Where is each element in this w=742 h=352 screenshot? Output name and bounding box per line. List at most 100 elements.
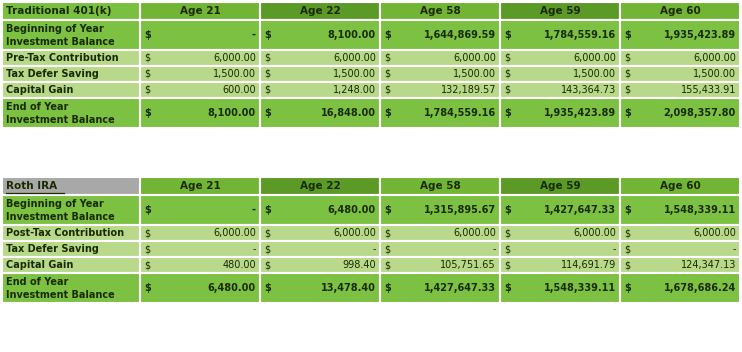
Text: -: - [612, 244, 616, 254]
Bar [620, 98, 740, 128]
Text: $: $ [504, 108, 510, 118]
Bar [2, 98, 140, 128]
Text: $: $ [144, 53, 150, 63]
Bar [140, 98, 260, 128]
Text: $: $ [384, 205, 391, 215]
Text: $: $ [144, 283, 151, 293]
Text: $: $ [144, 228, 150, 238]
Bar [500, 257, 620, 273]
Bar [380, 273, 500, 303]
Bar [500, 98, 620, 128]
Text: 1,644,869.59: 1,644,869.59 [424, 30, 496, 40]
Text: $: $ [624, 205, 631, 215]
Text: Age 59: Age 59 [539, 181, 580, 191]
Text: 132,189.57: 132,189.57 [441, 85, 496, 95]
Text: $: $ [144, 205, 151, 215]
Bar [260, 20, 380, 50]
Text: 6,000.00: 6,000.00 [333, 53, 376, 63]
Text: Age 21: Age 21 [180, 181, 220, 191]
Bar [140, 2, 260, 20]
Text: $: $ [504, 283, 510, 293]
Text: 1,678,686.24: 1,678,686.24 [664, 283, 736, 293]
Text: $: $ [264, 283, 271, 293]
Text: 1,784,559.16: 1,784,559.16 [544, 30, 616, 40]
Bar [500, 82, 620, 98]
Bar [380, 195, 500, 225]
Bar [260, 257, 380, 273]
Bar [140, 177, 260, 195]
Text: $: $ [384, 30, 391, 40]
Text: 114,691.79: 114,691.79 [561, 260, 616, 270]
Text: 6,000.00: 6,000.00 [693, 53, 736, 63]
Text: 1,548,339.11: 1,548,339.11 [664, 205, 736, 215]
Bar [140, 225, 260, 241]
Text: Age 58: Age 58 [420, 6, 460, 16]
Text: $: $ [384, 108, 391, 118]
Text: $: $ [264, 85, 270, 95]
Text: End of Year: End of Year [6, 277, 68, 287]
Text: Beginning of Year: Beginning of Year [6, 199, 104, 209]
Text: Traditional 401(k): Traditional 401(k) [6, 6, 111, 16]
Bar [260, 225, 380, 241]
Text: $: $ [384, 260, 390, 270]
Text: $: $ [384, 228, 390, 238]
Text: $: $ [144, 69, 150, 79]
Bar [260, 50, 380, 66]
Text: Age 21: Age 21 [180, 6, 220, 16]
Bar [620, 195, 740, 225]
Text: Post-Tax Contribution: Post-Tax Contribution [6, 228, 124, 238]
Bar [380, 177, 500, 195]
Bar [2, 257, 140, 273]
Bar [2, 195, 140, 225]
Text: 2,098,357.80: 2,098,357.80 [664, 108, 736, 118]
Text: $: $ [624, 260, 630, 270]
Text: $: $ [624, 244, 630, 254]
Text: $: $ [504, 260, 510, 270]
Bar [380, 82, 500, 98]
Text: 16,848.00: 16,848.00 [321, 108, 376, 118]
Bar [620, 257, 740, 273]
Text: -: - [372, 244, 376, 254]
Text: Age 59: Age 59 [539, 6, 580, 16]
Text: 1,500.00: 1,500.00 [453, 69, 496, 79]
Text: -: - [252, 244, 256, 254]
Bar [140, 82, 260, 98]
Bar [140, 66, 260, 82]
Bar [2, 177, 140, 195]
Bar [500, 241, 620, 257]
Bar [380, 2, 500, 20]
Bar [2, 241, 140, 257]
Text: Capital Gain: Capital Gain [6, 85, 73, 95]
Text: Age 60: Age 60 [660, 6, 700, 16]
Bar [500, 66, 620, 82]
Text: $: $ [264, 53, 270, 63]
Text: $: $ [624, 85, 630, 95]
Text: 998.40: 998.40 [342, 260, 376, 270]
Text: 6,000.00: 6,000.00 [213, 228, 256, 238]
Text: Investment Balance: Investment Balance [6, 115, 115, 125]
Text: 6,000.00: 6,000.00 [453, 53, 496, 63]
Bar [500, 20, 620, 50]
Text: 143,364.73: 143,364.73 [561, 85, 616, 95]
Bar [140, 257, 260, 273]
Bar [140, 50, 260, 66]
Text: 1,500.00: 1,500.00 [573, 69, 616, 79]
Text: 1,427,647.33: 1,427,647.33 [544, 205, 616, 215]
Text: $: $ [624, 283, 631, 293]
Text: 1,315,895.67: 1,315,895.67 [424, 205, 496, 215]
Bar [620, 241, 740, 257]
Bar [620, 225, 740, 241]
Bar [260, 177, 380, 195]
Bar [620, 177, 740, 195]
Text: $: $ [504, 85, 510, 95]
Text: Age 60: Age 60 [660, 181, 700, 191]
Text: $: $ [264, 244, 270, 254]
Text: Tax Defer Saving: Tax Defer Saving [6, 244, 99, 254]
Text: 6,480.00: 6,480.00 [328, 205, 376, 215]
Text: $: $ [504, 30, 510, 40]
Bar [2, 50, 140, 66]
Text: $: $ [384, 69, 390, 79]
Bar [500, 195, 620, 225]
Text: 1,548,339.11: 1,548,339.11 [544, 283, 616, 293]
Bar [620, 82, 740, 98]
